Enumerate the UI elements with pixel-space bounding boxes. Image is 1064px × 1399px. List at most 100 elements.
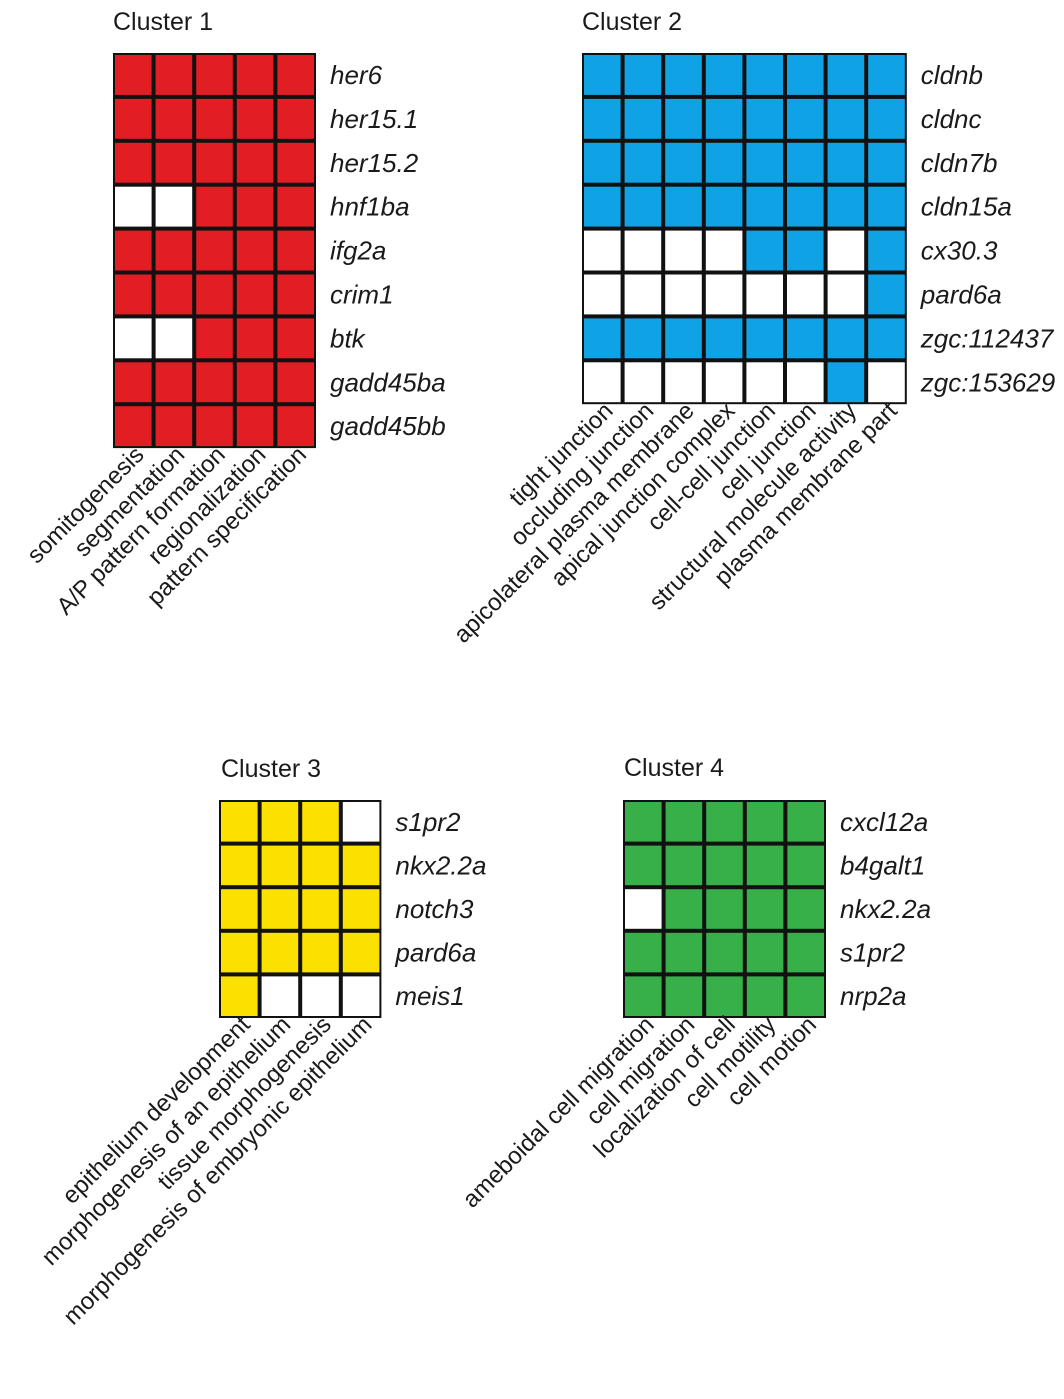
heatmap-cell-r3-c2 — [665, 186, 702, 227]
heatmap-cell-r5-c2 — [665, 274, 702, 315]
heatmap-cell-r0-c1 — [624, 55, 662, 95]
heatmap-cell-r7-c4 — [746, 362, 783, 403]
row-label-notch3: notch3 — [395, 894, 474, 924]
heatmap-cell-r4-c4 — [277, 230, 314, 271]
heatmap-cell-r4-c2 — [665, 230, 702, 271]
heatmap-cell-r5-c5 — [787, 274, 824, 315]
heatmap-cell-r0-c0 — [115, 55, 152, 95]
heatmap-cell-r3-c0 — [584, 186, 621, 227]
cluster-2-title: Cluster 2 — [582, 8, 682, 36]
row-label-cxcl12a: cxcl12a — [840, 807, 928, 837]
row-label-pard6a: pard6a — [920, 279, 1002, 309]
row-label-s1pr2: s1pr2 — [395, 807, 461, 837]
row-label-cx30-3: cx30.3 — [921, 236, 998, 266]
heatmap-cell-r3-c4 — [787, 932, 824, 973]
heatmap-cell-r6-c1 — [155, 318, 193, 359]
heatmap-cell-r1-c7 — [868, 98, 905, 139]
heatmap-cell-r2-c3 — [746, 889, 784, 929]
heatmap-cell-r2-c4 — [746, 142, 783, 183]
heatmap-cell-r0-c6 — [827, 55, 865, 95]
cluster-1-title: Cluster 1 — [113, 8, 213, 36]
row-label-her15-1: her15.1 — [330, 104, 418, 134]
heatmap-cell-r0-c1 — [155, 55, 193, 95]
heatmap-cell-r0-c5 — [787, 55, 824, 95]
heatmap-cell-r0-c3 — [236, 55, 274, 95]
heatmap-cell-r7-c1 — [624, 362, 662, 403]
heatmap-cell-r3-c3 — [746, 932, 784, 973]
heatmap-cell-r6-c2 — [196, 318, 233, 359]
heatmap-cell-r4-c3 — [746, 976, 784, 1016]
heatmap-cell-r2-c3 — [236, 142, 274, 183]
row-label-pard6a: pard6a — [394, 938, 476, 968]
heatmap-cell-r1-c0 — [584, 98, 621, 139]
heatmap-cell-r3-c7 — [868, 186, 905, 227]
heatmap-cell-r4-c6 — [827, 230, 865, 271]
heatmap-cell-r2-c4 — [277, 142, 314, 183]
heatmap-cell-r6-c6 — [827, 318, 865, 359]
heatmap-cell-r6-c4 — [746, 318, 783, 359]
heatmap-cell-r4-c3 — [236, 230, 274, 271]
heatmap-cell-r5-c4 — [277, 274, 314, 315]
heatmap-cell-r2-c4 — [787, 889, 824, 929]
heatmap-cell-r5-c7 — [868, 274, 905, 315]
row-label-cldnc: cldnc — [921, 104, 982, 134]
heatmap-cell-r1-c2 — [196, 98, 233, 139]
heatmap-cell-r3-c1 — [261, 932, 299, 973]
heatmap-cell-r2-c1 — [624, 142, 662, 183]
heatmap-cell-r0-c3 — [746, 802, 784, 842]
heatmap-cell-r4-c2 — [302, 976, 339, 1016]
heatmap-cell-r7-c4 — [277, 362, 314, 403]
heatmap-cell-r4-c2 — [196, 230, 233, 271]
heatmap-cell-r0-c0 — [584, 55, 621, 95]
heatmap-cell-r0-c7 — [868, 55, 905, 95]
heatmap-cell-r3-c3 — [342, 932, 380, 973]
heatmap-cell-r4-c2 — [706, 976, 743, 1016]
cluster-3-title: Cluster 3 — [221, 755, 321, 783]
heatmap-cell-r3-c2 — [302, 932, 339, 973]
heatmap-cell-r0-c1 — [261, 802, 299, 842]
heatmap-cell-r5-c3 — [705, 274, 743, 315]
heatmap-cell-r2-c0 — [625, 889, 662, 929]
heatmap-cell-r1-c0 — [115, 98, 152, 139]
heatmap-cell-r3-c2 — [196, 186, 233, 227]
heatmap-cell-r6-c3 — [705, 318, 743, 359]
heatmap-cell-r1-c5 — [787, 98, 824, 139]
heatmap-cell-r7-c0 — [115, 362, 152, 403]
heatmap-cell-r4-c1 — [155, 230, 193, 271]
heatmap-cell-r0-c4 — [746, 55, 783, 95]
heatmap-cell-r2-c3 — [342, 889, 380, 929]
heatmap-cell-r0-c0 — [625, 802, 662, 842]
heatmap-cell-r4-c0 — [625, 976, 662, 1016]
heatmap-cell-r6-c0 — [115, 318, 152, 359]
heatmap-cell-r3-c2 — [706, 932, 743, 973]
heatmap-cell-r2-c5 — [787, 142, 824, 183]
heatmap-cell-r7-c0 — [584, 362, 621, 403]
heatmap-cell-r8-c4 — [277, 406, 314, 447]
heatmap-cell-r6-c7 — [868, 318, 905, 359]
heatmap-cell-r7-c3 — [236, 362, 274, 403]
heatmap-cell-r2-c2 — [665, 142, 702, 183]
heatmap-cell-r1-c3 — [342, 845, 380, 886]
heatmap-cell-r1-c1 — [155, 98, 193, 139]
row-label-nkx2-2a: nkx2.2a — [840, 894, 931, 924]
heatmap-cell-r5-c2 — [196, 274, 233, 315]
cluster-1-heatmap: Cluster 1 her6 her15.1 her15.2 hnf1ba ifg2a cr… — [22, 8, 446, 620]
row-label-nkx2-2a: nkx2.2a — [395, 850, 486, 880]
heatmap-cell-r4-c4 — [787, 976, 824, 1016]
heatmap-cell-r3-c1 — [624, 186, 662, 227]
heatmap-cell-r2-c1 — [665, 889, 703, 929]
heatmap-cell-r1-c2 — [706, 845, 743, 886]
row-label-b4galt1: b4galt1 — [840, 850, 925, 880]
heatmap-cell-r1-c2 — [665, 98, 702, 139]
heatmap-cell-r5-c6 — [827, 274, 865, 315]
heatmap-cell-r1-c2 — [302, 845, 339, 886]
heatmap-cell-r5-c3 — [236, 274, 274, 315]
heatmap-cell-r3-c0 — [625, 932, 662, 973]
heatmap-cell-r1-c3 — [746, 845, 784, 886]
heatmap-cell-r3-c6 — [827, 186, 865, 227]
heatmap-cell-r1-c6 — [827, 98, 865, 139]
cluster-3-heatmap: Cluster 3s1pr2nkx2.2anotch3pard6ameis1ep… — [36, 755, 486, 1330]
row-label-btk: btk — [330, 323, 367, 353]
heatmap-cell-r3-c3 — [705, 186, 743, 227]
heatmap-cell-r3-c4 — [277, 186, 314, 227]
